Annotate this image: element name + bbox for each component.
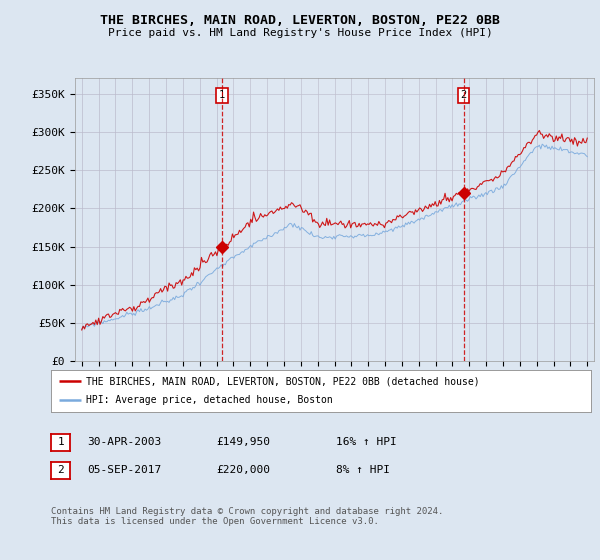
- Text: 1: 1: [57, 437, 64, 447]
- Text: 05-SEP-2017: 05-SEP-2017: [87, 465, 161, 475]
- Bar: [222, 78, 464, 361]
- Text: 2: 2: [57, 465, 64, 475]
- Text: 2: 2: [461, 90, 467, 100]
- Text: £149,950: £149,950: [216, 437, 270, 447]
- Text: THE BIRCHES, MAIN ROAD, LEVERTON, BOSTON, PE22 0BB (detached house): THE BIRCHES, MAIN ROAD, LEVERTON, BOSTON…: [86, 376, 480, 386]
- Text: 8% ↑ HPI: 8% ↑ HPI: [336, 465, 390, 475]
- Text: 30-APR-2003: 30-APR-2003: [87, 437, 161, 447]
- Text: THE BIRCHES, MAIN ROAD, LEVERTON, BOSTON, PE22 0BB: THE BIRCHES, MAIN ROAD, LEVERTON, BOSTON…: [100, 14, 500, 27]
- Text: Contains HM Land Registry data © Crown copyright and database right 2024.
This d: Contains HM Land Registry data © Crown c…: [51, 507, 443, 526]
- Text: Price paid vs. HM Land Registry's House Price Index (HPI): Price paid vs. HM Land Registry's House …: [107, 28, 493, 38]
- Text: 16% ↑ HPI: 16% ↑ HPI: [336, 437, 397, 447]
- Text: 1: 1: [219, 90, 225, 100]
- Text: £220,000: £220,000: [216, 465, 270, 475]
- Text: HPI: Average price, detached house, Boston: HPI: Average price, detached house, Bost…: [86, 395, 333, 405]
